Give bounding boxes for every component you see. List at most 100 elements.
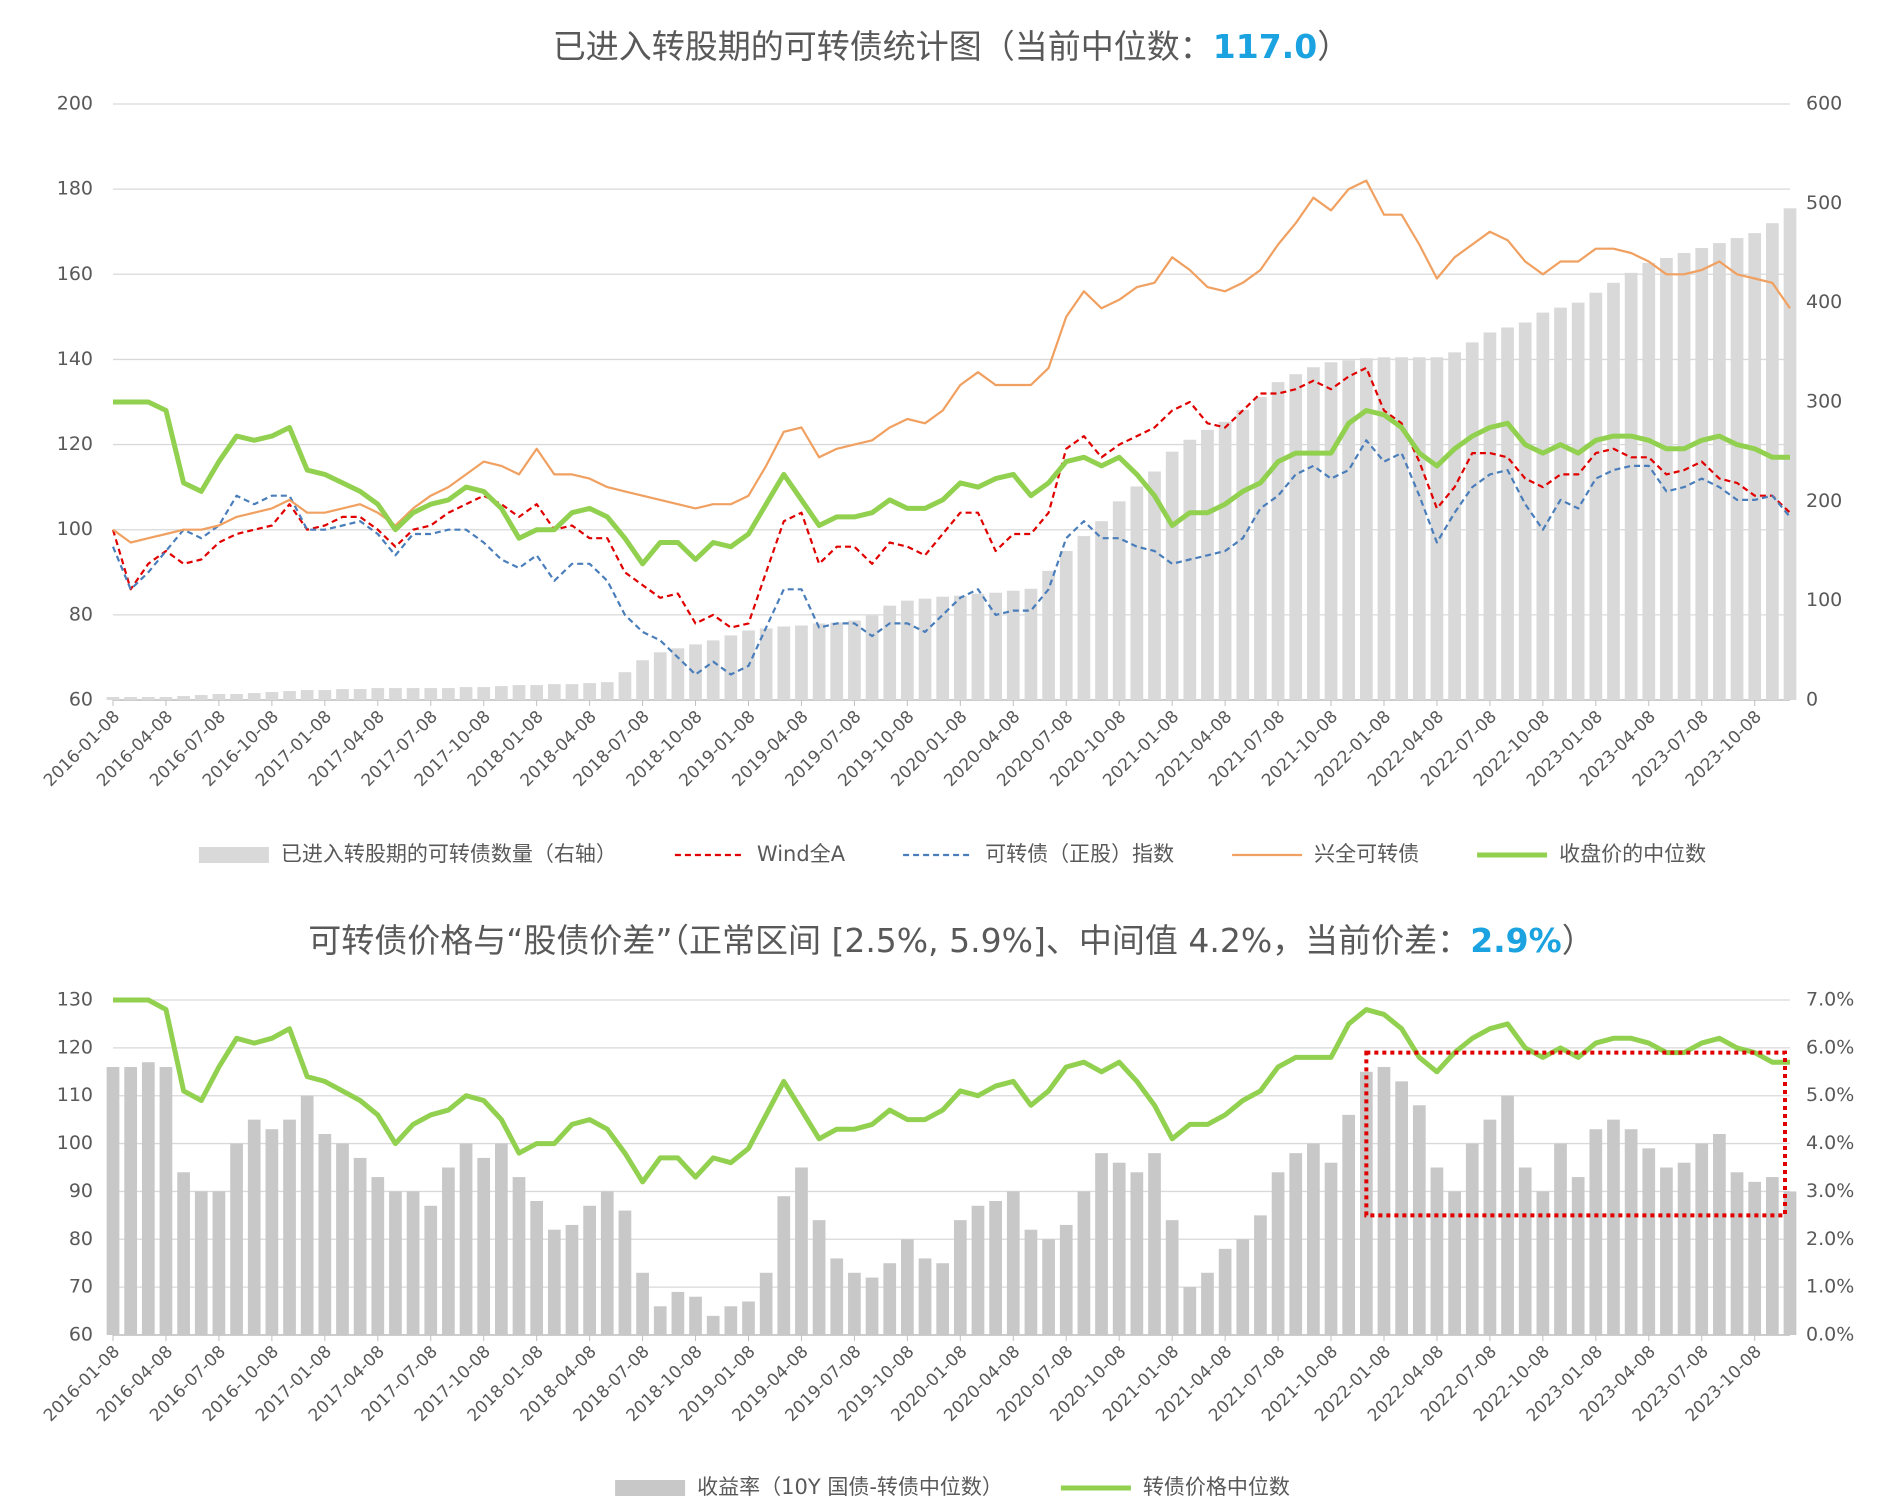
y2-tick-label: 100: [1806, 589, 1842, 611]
bar: [212, 1191, 226, 1335]
bar: [442, 688, 455, 700]
y2-tick-label: 7.0%: [1806, 989, 1854, 1011]
bar: [1183, 439, 1197, 700]
y2-tick-label: 0.0%: [1806, 1324, 1854, 1346]
bar: [1165, 1220, 1179, 1335]
y2-tick-label: 0: [1806, 689, 1818, 711]
bar: [583, 1205, 596, 1335]
bar: [1412, 1105, 1426, 1335]
bar: [671, 1291, 685, 1335]
bar: [1501, 327, 1514, 700]
bar: [159, 1067, 173, 1335]
bar: [389, 688, 402, 700]
bar: [989, 1201, 1002, 1335]
bar: [1359, 1071, 1373, 1335]
bar: [1042, 570, 1055, 700]
bar: [1730, 1172, 1744, 1335]
bar: [265, 692, 279, 700]
bar: [1430, 1167, 1444, 1335]
legend-label: 已进入转股期的可转债数量（右轴）: [281, 842, 617, 866]
bar: [353, 1157, 367, 1335]
y-tick-label: 110: [57, 1084, 93, 1106]
bar: [230, 1143, 243, 1335]
bar: [865, 615, 879, 700]
bar: [936, 596, 950, 700]
bar: [724, 1306, 738, 1335]
bar: [1448, 1191, 1461, 1335]
bar: [459, 1143, 473, 1335]
bar: [1059, 551, 1073, 700]
bar: [547, 684, 561, 700]
y-tick-label: 100: [57, 518, 93, 540]
bar: [1006, 590, 1020, 700]
bar: [1095, 521, 1108, 700]
bar: [777, 626, 791, 700]
bar: [618, 1210, 632, 1335]
bar: [300, 1095, 314, 1335]
bar: [971, 1205, 985, 1335]
title-part: ）: [1317, 27, 1350, 66]
bar: [495, 1143, 508, 1335]
bar: [1554, 307, 1567, 700]
bar: [1324, 362, 1338, 700]
bar: [371, 1177, 385, 1335]
y2-tick-label: 5.0%: [1806, 1084, 1854, 1106]
bar: [653, 1306, 667, 1335]
bar: [706, 1315, 720, 1335]
bar: [918, 598, 932, 700]
y2-tick-label: 4.0%: [1806, 1132, 1854, 1154]
bar: [1024, 588, 1038, 700]
bar: [1465, 1143, 1479, 1335]
bar: [777, 1196, 791, 1335]
legend-label: 可转债（正股）指数: [985, 842, 1174, 866]
bar: [1148, 471, 1161, 700]
bar: [1236, 1239, 1250, 1335]
bar: [424, 688, 438, 700]
bar: [141, 697, 155, 700]
highlight-box: [1364, 1050, 1787, 1218]
bar: [1677, 1162, 1691, 1335]
bar: [1748, 233, 1762, 700]
bar: [1713, 243, 1726, 701]
bar: [336, 689, 349, 700]
bar: [883, 1263, 897, 1335]
y2-tick-label: 200: [1806, 490, 1842, 512]
bar: [1289, 1153, 1303, 1335]
bar: [106, 697, 120, 700]
bar: [124, 697, 138, 700]
bar: [1024, 1229, 1038, 1335]
bar: [1359, 358, 1373, 700]
bar: [247, 1119, 261, 1335]
bar: [636, 1272, 649, 1335]
bar: [1571, 302, 1585, 700]
bar: [918, 1258, 932, 1335]
bar: [194, 1191, 208, 1335]
bar: [477, 1157, 491, 1335]
bar: [495, 686, 508, 700]
bar: [848, 620, 861, 700]
bar: [141, 1062, 155, 1335]
bar: [106, 1067, 120, 1335]
bar: [283, 691, 296, 700]
bar: [247, 693, 261, 700]
y-tick-label: 120: [57, 1036, 93, 1058]
bar: [512, 1177, 526, 1335]
bar: [1077, 536, 1091, 700]
bar: [1483, 332, 1497, 700]
bar: [795, 625, 808, 700]
bar: [1006, 1191, 1020, 1335]
y-tick-label: 140: [57, 348, 93, 370]
bar: [1607, 282, 1620, 700]
y-tick-label: 70: [69, 1276, 93, 1298]
bar: [1660, 257, 1673, 700]
bar: [1271, 1172, 1285, 1335]
bar: [936, 1263, 950, 1335]
bar: [371, 688, 385, 700]
legend-swatch: [615, 1480, 686, 1496]
bar: [1201, 429, 1214, 700]
bar: [1254, 1215, 1267, 1335]
bar: [1607, 1119, 1620, 1335]
bar: [1148, 1153, 1161, 1335]
bar: [353, 689, 367, 700]
bar: [265, 1129, 279, 1335]
